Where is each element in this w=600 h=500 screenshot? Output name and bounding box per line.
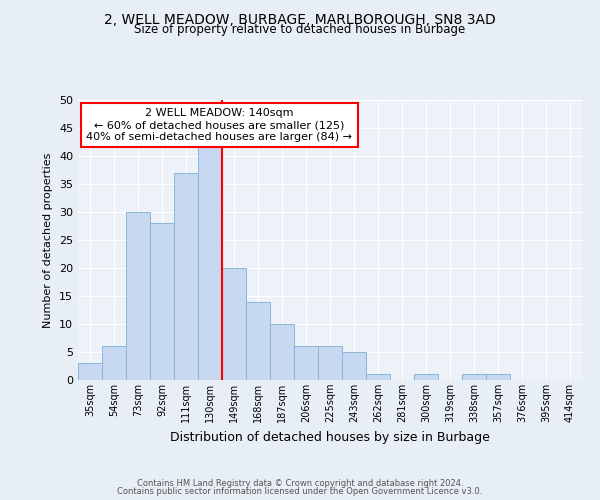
Bar xyxy=(102,346,126,380)
Text: 2 WELL MEADOW: 140sqm
← 60% of detached houses are smaller (125)
40% of semi-det: 2 WELL MEADOW: 140sqm ← 60% of detached … xyxy=(86,108,352,142)
Bar xyxy=(222,268,246,380)
Y-axis label: Number of detached properties: Number of detached properties xyxy=(43,152,53,328)
Text: 2, WELL MEADOW, BURBAGE, MARLBOROUGH, SN8 3AD: 2, WELL MEADOW, BURBAGE, MARLBOROUGH, SN… xyxy=(104,12,496,26)
Bar xyxy=(414,374,438,380)
Bar xyxy=(78,363,102,380)
Text: Contains HM Land Registry data © Crown copyright and database right 2024.: Contains HM Land Registry data © Crown c… xyxy=(137,478,463,488)
Bar xyxy=(126,212,150,380)
Text: Size of property relative to detached houses in Burbage: Size of property relative to detached ho… xyxy=(134,22,466,36)
X-axis label: Distribution of detached houses by size in Burbage: Distribution of detached houses by size … xyxy=(170,430,490,444)
Bar xyxy=(294,346,318,380)
Bar xyxy=(318,346,342,380)
Text: Contains public sector information licensed under the Open Government Licence v3: Contains public sector information licen… xyxy=(118,487,482,496)
Bar xyxy=(174,173,198,380)
Bar xyxy=(462,374,486,380)
Bar xyxy=(486,374,510,380)
Bar xyxy=(270,324,294,380)
Bar xyxy=(342,352,366,380)
Bar xyxy=(150,223,174,380)
Bar xyxy=(198,145,222,380)
Bar xyxy=(246,302,270,380)
Bar xyxy=(366,374,390,380)
